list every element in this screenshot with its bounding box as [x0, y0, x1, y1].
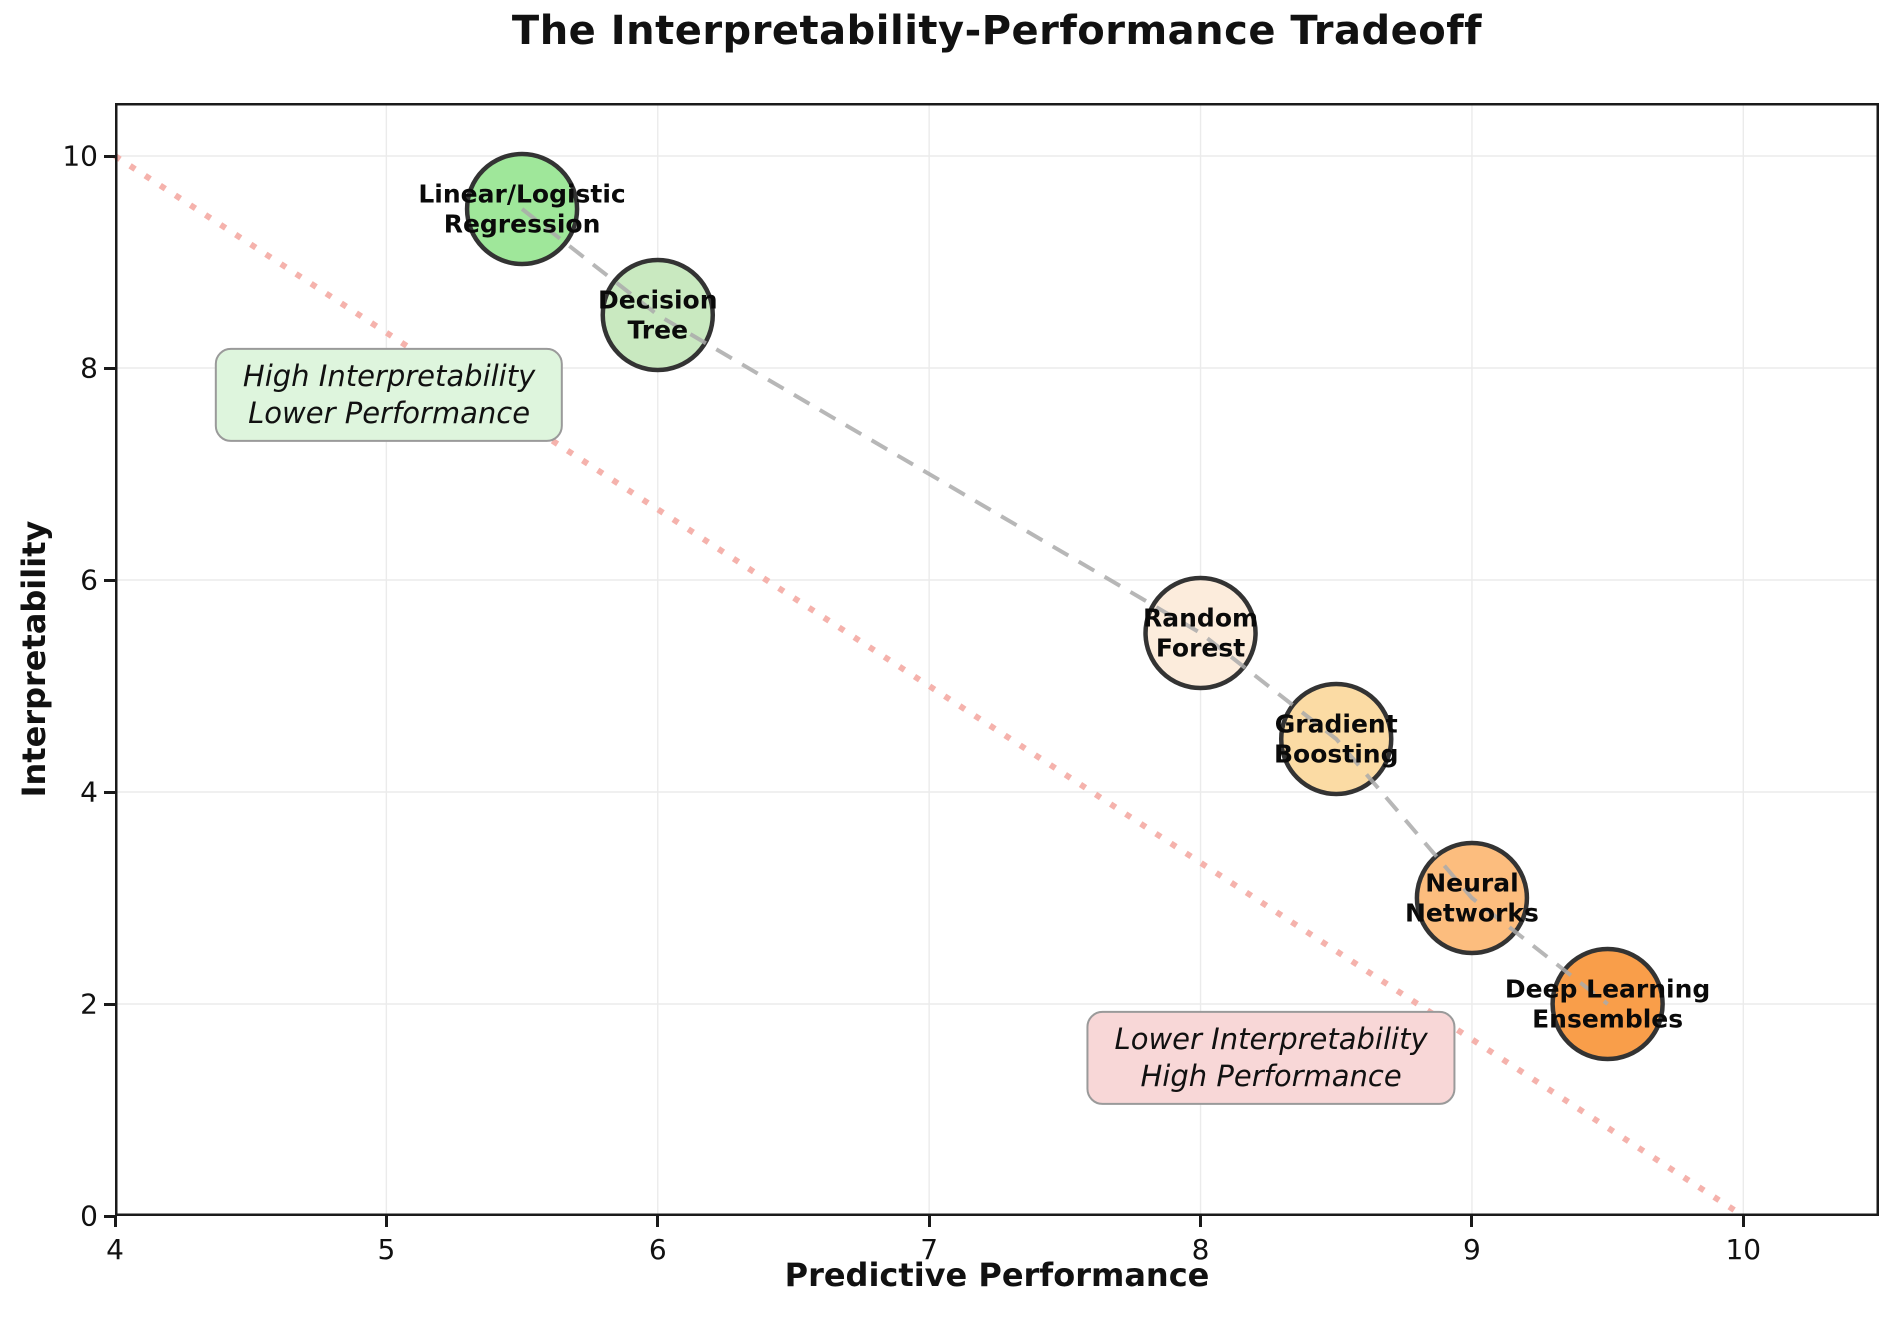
plot-area: Linear/Logistic Regression Decision Tree R…: [113, 103, 1879, 1219]
y-tick-label: 8: [80, 351, 98, 385]
x-axis-label: Predictive Performance: [784, 1256, 1210, 1294]
x-tick-label: 7: [920, 1233, 939, 1266]
y-tick-mark: [104, 1002, 115, 1006]
x-tick-mark: [1741, 1216, 1745, 1227]
y-tick-mark: [104, 154, 115, 158]
y-tick-label: 4: [80, 775, 98, 809]
model-bubble: [600, 257, 716, 373]
y-tick-label: 2: [80, 987, 98, 1021]
x-tick-label: 9: [1463, 1233, 1481, 1266]
chart-title: The Interpretability-Performance Tradeof…: [511, 8, 1483, 54]
plot-border: [115, 103, 1879, 1216]
model-bubble: [1143, 575, 1258, 691]
x-tick-mark: [927, 1216, 931, 1227]
x-tick-mark: [384, 1216, 388, 1227]
x-tick-label: 8: [1191, 1233, 1210, 1266]
x-tick-label: 4: [106, 1233, 124, 1266]
x-tick-mark: [656, 1216, 660, 1227]
x-tick-label: 5: [377, 1233, 396, 1266]
y-tick-mark: [104, 1214, 115, 1218]
x-tick-label: 6: [648, 1233, 667, 1266]
y-tick-label: 6: [80, 563, 98, 597]
y-tick-label: 0: [80, 1199, 98, 1233]
y-tick-label: 10: [62, 139, 98, 173]
scatter-plot-canvas: [113, 103, 1879, 1219]
y-axis-label: Interpretability: [15, 520, 53, 798]
connector-dashed-line: [520, 207, 1609, 1006]
x-tick-mark: [113, 1216, 117, 1227]
annotation-box: High Interpretability Lower Performance: [214, 347, 564, 442]
x-tick-label: 10: [1725, 1233, 1762, 1266]
x-tick-mark: [1199, 1216, 1203, 1227]
y-tick-mark: [104, 578, 115, 582]
x-tick-mark: [1470, 1216, 1474, 1227]
y-tick-mark: [104, 790, 115, 794]
y-tick-mark: [104, 366, 115, 370]
annotation-box: Lower Interpretability High Performance: [1086, 1010, 1456, 1106]
model-bubble: [464, 151, 580, 267]
